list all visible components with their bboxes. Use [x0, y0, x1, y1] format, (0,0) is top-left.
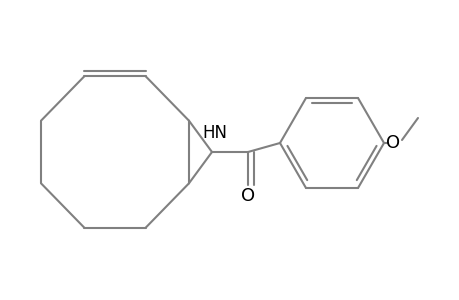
- Text: O: O: [385, 134, 399, 152]
- Text: HN: HN: [202, 124, 227, 142]
- Text: O: O: [241, 187, 254, 205]
